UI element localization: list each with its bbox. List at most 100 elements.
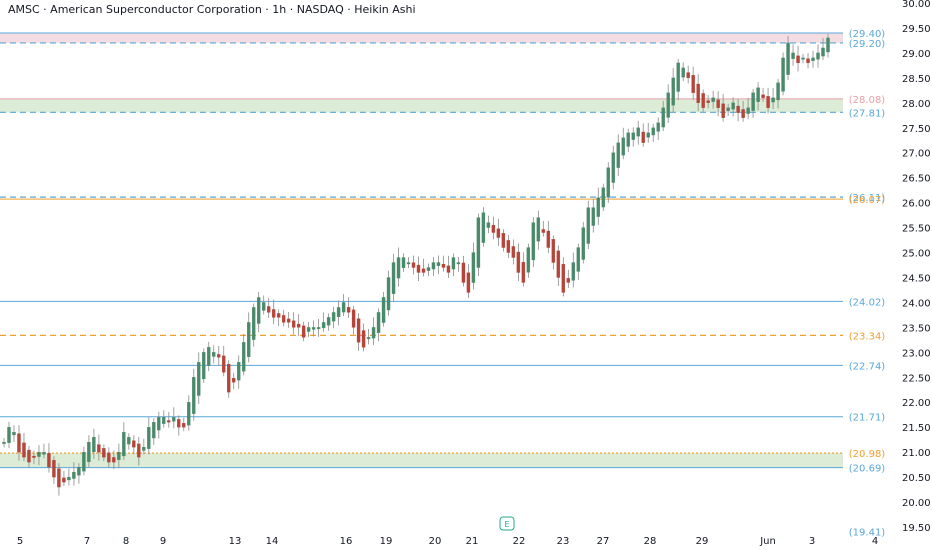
- candle-up: [776, 82, 780, 101]
- candle-down: [501, 233, 506, 248]
- candle-down: [761, 94, 765, 98]
- candle-down: [496, 228, 501, 238]
- x-tick-label: 29: [696, 536, 709, 547]
- candle-up: [486, 222, 491, 228]
- x-tick-label: 7: [84, 536, 90, 547]
- candle-down: [182, 423, 186, 428]
- candle-down: [411, 262, 416, 268]
- candle-up: [616, 142, 620, 168]
- candle-up: [671, 77, 675, 106]
- candle-down: [696, 83, 700, 103]
- candle-down: [281, 315, 286, 323]
- candle-up: [656, 122, 660, 132]
- candle-up: [481, 212, 486, 243]
- candle-up: [726, 107, 730, 111]
- candle-up: [87, 442, 91, 462]
- y-tick-label: 30.00: [902, 0, 931, 10]
- candle-up: [391, 262, 396, 294]
- candle-up: [37, 452, 41, 457]
- y-tick-label: 23.00: [902, 348, 931, 359]
- candle-down: [641, 131, 645, 143]
- candle-up: [311, 327, 316, 330]
- candle-up: [586, 207, 590, 244]
- candle-down: [346, 307, 351, 313]
- candle-up: [581, 227, 585, 260]
- level-label: (24.02): [849, 297, 886, 308]
- level-label: (26.07): [849, 195, 886, 206]
- price-axis[interactable]: 19.50 20.00 20.50 21.00 21.50 22.00 22.50 23.00…: [902, 0, 931, 534]
- y-tick-label: 28.00: [902, 99, 931, 110]
- candle-down: [296, 323, 301, 328]
- y-tick-label: 22.50: [902, 373, 931, 384]
- time-axis[interactable]: 5 7 8 9 13 14 16 19 20 21 22 23 27 28 29 Jun 3 4: [17, 536, 878, 547]
- candle-down: [291, 320, 296, 328]
- candle-up: [242, 342, 246, 372]
- earnings-icon[interactable]: [499, 516, 515, 531]
- candle-up: [571, 262, 576, 281]
- y-tick-label: 29.00: [902, 49, 931, 60]
- candle-up: [187, 402, 191, 426]
- price-levels: (29.40)(29.20) (28.08) (27.81) (26.11)(26.0…: [0, 29, 885, 539]
- candle-down: [167, 420, 171, 423]
- level-label: (29.40): [849, 29, 886, 40]
- candle-down: [506, 240, 511, 253]
- candle-up: [626, 132, 630, 147]
- candle-down: [766, 96, 770, 108]
- y-tick-label: 23.50: [902, 323, 931, 334]
- candle-down: [691, 75, 695, 93]
- candle-down: [416, 264, 421, 273]
- candle-up: [122, 432, 126, 457]
- candle-down: [686, 72, 690, 79]
- candle-up: [207, 347, 211, 366]
- candle-up: [646, 132, 650, 138]
- level-label: (28.08): [849, 95, 886, 106]
- candle-up: [756, 87, 760, 102]
- candle-up: [152, 422, 156, 439]
- candle-down: [511, 246, 516, 258]
- candle-down: [566, 278, 571, 283]
- y-tick-label: 24.00: [902, 298, 931, 309]
- candle-up: [821, 47, 825, 57]
- candle-down: [721, 103, 725, 118]
- y-tick-label: 27.00: [902, 149, 931, 160]
- earnings-marker[interactable]: E: [499, 516, 515, 531]
- candle-up: [771, 97, 775, 103]
- candle-up: [601, 187, 605, 208]
- candle-up: [142, 447, 146, 451]
- candle-down: [541, 229, 546, 233]
- candle-up: [82, 452, 86, 472]
- candle-up: [331, 312, 336, 322]
- candle-up: [381, 297, 386, 323]
- candle-up: [117, 452, 121, 460]
- y-tick-label: 25.50: [902, 224, 931, 235]
- candle-up: [476, 217, 481, 268]
- candle-down: [102, 448, 106, 458]
- candle-up: [711, 97, 715, 102]
- candle-down: [62, 477, 66, 483]
- candle-down: [351, 309, 356, 328]
- candle-up: [431, 262, 436, 270]
- candle-up: [7, 427, 11, 443]
- x-tick-label: 28: [644, 536, 657, 547]
- candle-down: [107, 452, 111, 463]
- candle-down: [806, 58, 810, 64]
- candle-up: [251, 307, 256, 340]
- candle-down: [421, 268, 426, 273]
- candle-up: [636, 127, 640, 137]
- candle-down: [222, 355, 226, 373]
- candle-up: [751, 92, 755, 111]
- level-label: (26.11): [849, 193, 886, 204]
- x-tick-label: 22: [513, 536, 526, 547]
- candle-down: [716, 99, 720, 108]
- candle-up: [306, 327, 311, 332]
- candle-up: [811, 57, 815, 61]
- candle-down: [441, 263, 446, 268]
- candles: [2, 33, 830, 496]
- candle-up: [321, 322, 326, 329]
- candle-up: [72, 471, 76, 479]
- x-tick-label: 8: [123, 536, 129, 547]
- candle-up: [172, 417, 176, 422]
- candle-up: [661, 107, 665, 128]
- y-tick-label: 24.50: [902, 273, 931, 284]
